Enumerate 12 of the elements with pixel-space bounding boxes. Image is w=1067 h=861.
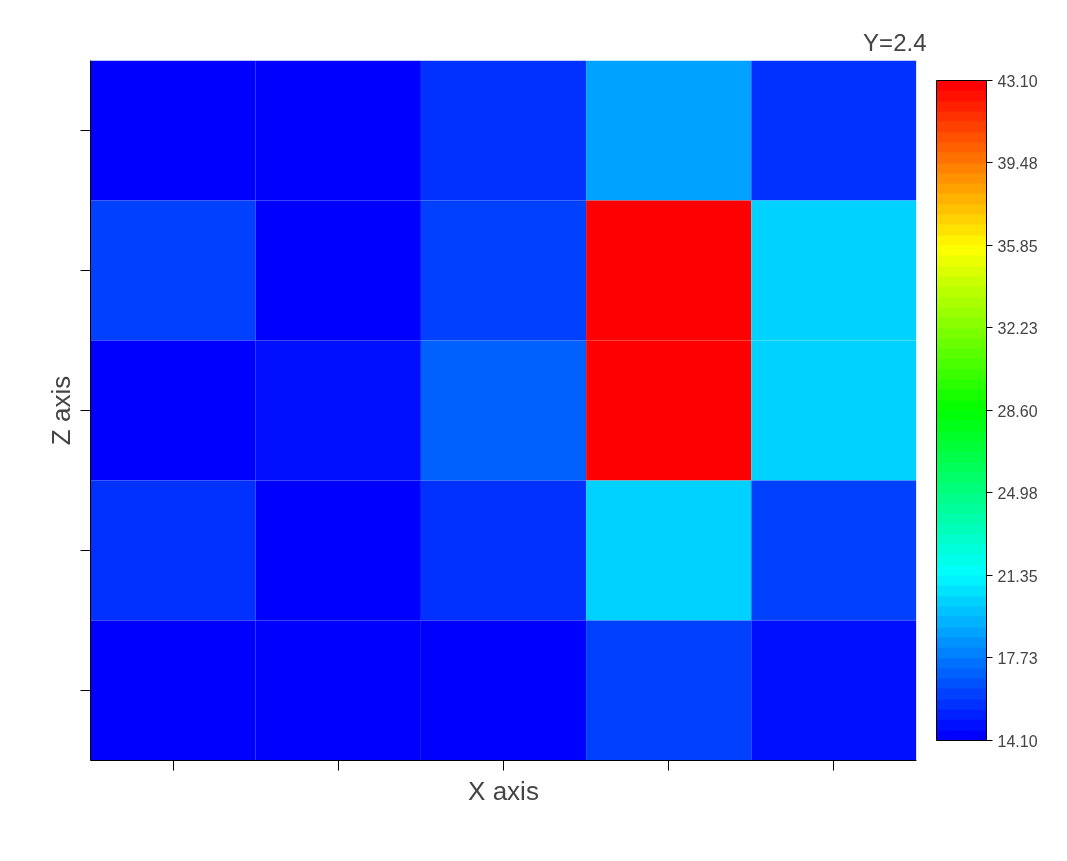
color-bar-label: 28.60 [997,402,1038,420]
color-bar-label: 17.73 [997,649,1038,667]
color-bar-label: 21.35 [997,567,1038,585]
y-axis-title: Z axis [45,375,76,446]
color-bar-title: Y=2.4 [863,28,927,56]
color-bar-label: 24.98 [997,484,1038,502]
color-bar-label: 32.23 [997,319,1038,337]
color-bar-label: 14.10 [997,732,1038,750]
color-bar-label: 43.10 [997,72,1038,90]
color-bar-label: 39.48 [997,154,1038,172]
color-bar-label: 35.85 [997,237,1038,255]
x-axis-title: X axis [468,775,539,806]
